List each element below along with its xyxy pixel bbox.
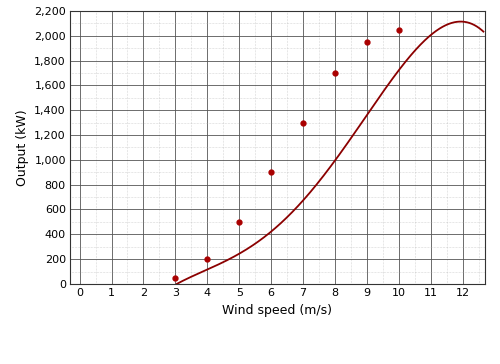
Y-axis label: Output (kW): Output (kW) bbox=[16, 109, 28, 186]
X-axis label: Wind speed (m/s): Wind speed (m/s) bbox=[222, 304, 332, 317]
